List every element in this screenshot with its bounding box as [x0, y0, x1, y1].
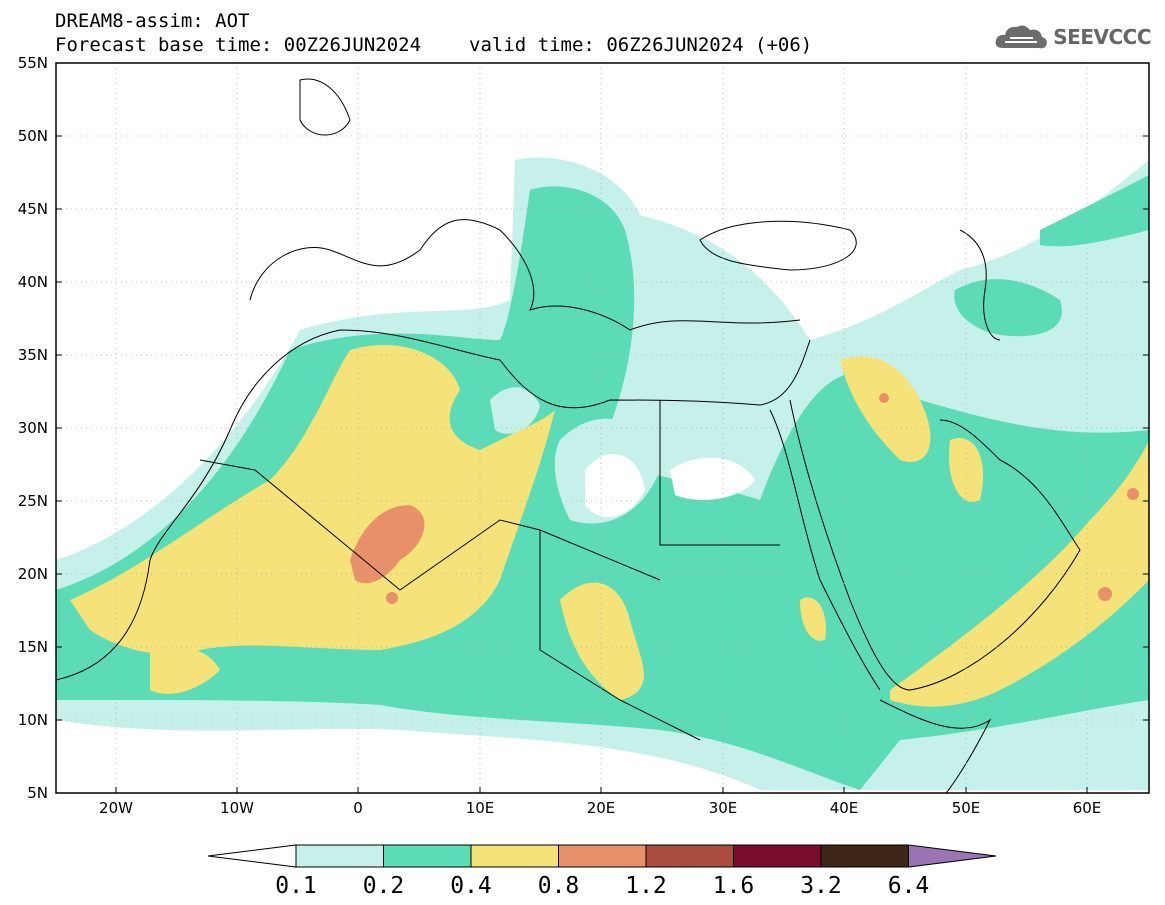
aot-contour-0.4-arabian-sea: [890, 440, 1149, 707]
colorbar-label: 0.1: [275, 873, 317, 899]
aot-spot-0.8-arabian-sea: [1098, 587, 1112, 601]
aot-contour-0.4-westafrica: [150, 646, 220, 694]
lat-label: 35N: [18, 346, 48, 364]
coast-africa-north: [56, 329, 811, 681]
lat-label: 45N: [18, 200, 48, 218]
lon-label: 0: [353, 799, 363, 817]
border-mali: [199, 459, 661, 591]
lon-labels: 20W 10W 0 10E 20E 30E 40E 50E 60E: [99, 799, 1101, 817]
seevccc-logo: SEEVCCC: [993, 22, 1151, 52]
aot-field: [56, 157, 1149, 791]
coast-europe: [249, 219, 801, 331]
lon-label: 20W: [99, 799, 133, 817]
aot-contour-0.4-gulf: [949, 438, 984, 502]
aot-contour-0.4-sahara: [70, 344, 555, 654]
lat-label: 25N: [18, 492, 48, 510]
chart-title: DREAM8-assim: AOT: [55, 10, 250, 32]
lat-tick-marks: [56, 62, 1149, 794]
colorbar-label: 1.6: [713, 873, 755, 899]
aot-clear-egypt: [585, 453, 645, 517]
colorbar-label: 0.4: [450, 873, 492, 899]
colorbar-bin: [295, 844, 384, 868]
lon-label: 40E: [830, 799, 859, 817]
coast-caspian: [959, 229, 1001, 341]
lat-label: 20N: [18, 565, 48, 583]
aot-patch-caspian: [954, 279, 1062, 337]
colorbar-label: 3.2: [800, 873, 842, 899]
aot-spot-0.8-pakistan: [1127, 488, 1139, 500]
colorbar-bin: [820, 844, 909, 868]
time-info: Forecast base time: 00Z26JUN2024 valid ti…: [55, 34, 812, 56]
colorbar: [207, 844, 997, 868]
lon-label: 60E: [1073, 799, 1102, 817]
lat-label: 50N: [18, 127, 48, 145]
lat-label: 10N: [18, 711, 48, 729]
logo-text: SEEVCCC: [1053, 25, 1151, 49]
lat-label: 30N: [18, 419, 48, 437]
lat-label: 5N: [27, 784, 48, 802]
lon-label: 50E: [952, 799, 981, 817]
lat-label: 15N: [18, 638, 48, 656]
colorbar-over-arrow: [908, 844, 997, 868]
border-egypt: [659, 400, 780, 546]
colorbar-label: 0.2: [363, 873, 405, 899]
colorbar-bin: [733, 844, 822, 868]
coast-uk: [299, 78, 351, 136]
lon-label: 30E: [709, 799, 738, 817]
aot-clear-egypt-east: [670, 457, 755, 500]
colorbar-labels: 0.1 0.2 0.4 0.8 1.2 1.6 3.2 6.4: [275, 873, 929, 899]
lat-label: 40N: [18, 273, 48, 291]
lon-tick-marks: [115, 787, 1088, 793]
coast-somalia: [879, 699, 992, 793]
colorbar-label: 1.2: [625, 873, 667, 899]
aot-contour-0.4-iraq: [840, 356, 931, 462]
colorbar-bin: [645, 844, 734, 868]
colorbar-bin: [558, 844, 647, 868]
colorbar-bin: [470, 844, 559, 868]
colorbar-label: 6.4: [888, 873, 930, 899]
aot-patch-asia: [1040, 175, 1149, 247]
lon-label: 20E: [587, 799, 616, 817]
cloud-icon: [995, 25, 1048, 49]
coast-arabia: [789, 399, 1081, 691]
coastlines: [56, 78, 1081, 793]
aot-spot-0.8-niger: [386, 592, 398, 604]
colorbar-label: 0.8: [538, 873, 580, 899]
lat-label: 55N: [18, 54, 48, 72]
aot-spot-0.8-iraq: [879, 393, 889, 403]
aot-hole-tunisia: [490, 387, 540, 434]
lat-labels: 55N 50N 45N 40N 35N 30N 25N 20N 15N 10N …: [18, 54, 48, 802]
colorbar-under-arrow: [207, 844, 297, 868]
colorbar-bin: [383, 844, 472, 868]
aot-contour-0.4-red-sea: [800, 597, 826, 641]
coast-black-sea: [699, 220, 857, 271]
aot-contour-0.4-chad: [560, 582, 644, 700]
coast-red-sea-west: [769, 409, 881, 691]
lon-label: 10E: [466, 799, 495, 817]
valid-time-label: valid time: 06Z26JUN2024 (+06): [469, 34, 813, 56]
graticule: [56, 63, 1149, 793]
border-sudan: [539, 530, 701, 741]
base-time-label: Forecast base time: 00Z26JUN2024: [55, 34, 422, 56]
lon-label: 10W: [220, 799, 254, 817]
